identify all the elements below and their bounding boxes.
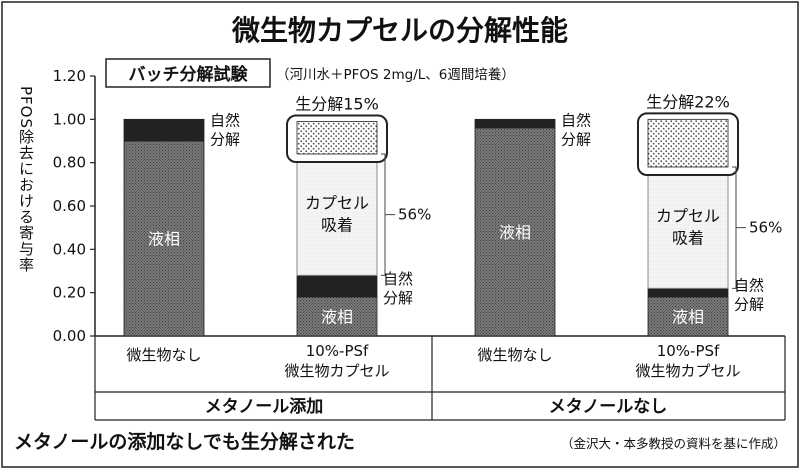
y-tick-label: 0.20: [53, 284, 86, 302]
subtitle-box-label: バッチ分解試験: [129, 64, 249, 85]
x-tick-label: 10%-PSf: [306, 342, 369, 360]
y-ticks: 0.00 0.20 0.40 0.60 0.80 1.00 1.20: [53, 67, 95, 345]
x-tick-label: 微生物なし: [126, 346, 201, 364]
bar-segment: [296, 153, 378, 276]
subtitle-box: [105, 58, 271, 88]
capsule-adsorption-label: カプセル: [305, 194, 369, 213]
group-label-methanol-none: メタノールなし: [549, 397, 668, 417]
bar-segment: [474, 118, 556, 129]
biodegradation-label: 生分解15%: [295, 95, 379, 114]
y-tick-label: 0.60: [53, 197, 86, 215]
y-axis-label: PFOS除去における寄与率: [17, 86, 35, 273]
x-tick-label: 微生物カプセル: [635, 362, 740, 380]
liquid-phase-label: 液相: [672, 308, 704, 327]
bar-segment: [647, 166, 729, 289]
x-tick-label: 10%-PSf: [657, 342, 720, 360]
bar-segment: [123, 118, 205, 142]
natural-decomp-label: 分解: [734, 296, 764, 314]
adsorption-percent: 56%: [398, 206, 431, 224]
bar-segment: [647, 118, 729, 168]
y-tick-label: 1.00: [53, 110, 86, 128]
natural-decomp-label: 自然: [561, 111, 591, 129]
natural-decomp-label: 分解: [210, 130, 240, 148]
adsorption-bracket: [732, 166, 746, 289]
bar-segment: [647, 287, 729, 298]
capsule-adsorption-label: カプセル: [656, 207, 720, 226]
y-tick-label: 1.20: [53, 67, 86, 85]
bar-segment: [647, 296, 729, 337]
natural-decomp-label: 自然: [383, 270, 413, 288]
natural-decomp-label: 分解: [383, 289, 413, 307]
natural-decomp-label: 分解: [561, 130, 591, 148]
x-labels: 微生物なし 10%-PSf 微生物カプセル 微生物なし 10%-PSf 微生物カプセル: [126, 342, 740, 380]
natural-decomp-label: 自然: [734, 277, 764, 295]
y-tick-label: 0.80: [53, 154, 86, 172]
y-tick-label: 0.00: [53, 327, 86, 345]
bars: [123, 112, 739, 337]
liquid-phase-label: 液相: [148, 230, 180, 249]
bar-segment: [474, 127, 556, 337]
adsorption-percent: 56%: [749, 219, 782, 237]
group-label-methanol-added: メタノール添加: [205, 396, 324, 417]
bar-segment: [123, 140, 205, 337]
x-tick-label: 微生物カプセル: [284, 362, 389, 380]
chart-title: 微生物カプセルの分解性能: [231, 14, 568, 47]
liquid-phase-label: 液相: [321, 308, 353, 327]
biodegradation-label: 生分解22%: [646, 92, 730, 111]
bar-segment: [296, 296, 378, 337]
liquid-phase-label: 液相: [499, 223, 531, 242]
source-note: （金沢大・本多教授の資料を基に作成）: [561, 436, 786, 451]
natural-decomp-label: 自然: [210, 111, 240, 129]
bar-segment: [296, 274, 378, 298]
subtitle-note: （河川水＋PFOS 2mg/L、6週間培養）: [276, 66, 515, 83]
adsorption-bracket: [381, 153, 395, 276]
bar-segment: [296, 121, 378, 155]
capsule-adsorption-label: 吸着: [321, 216, 353, 235]
x-tick-label: 微生物なし: [477, 346, 552, 364]
y-tick-label: 0.40: [53, 240, 86, 258]
caption: メタノールの添加なしでも生分解された: [14, 430, 355, 453]
capsule-adsorption-label: 吸着: [672, 229, 704, 248]
